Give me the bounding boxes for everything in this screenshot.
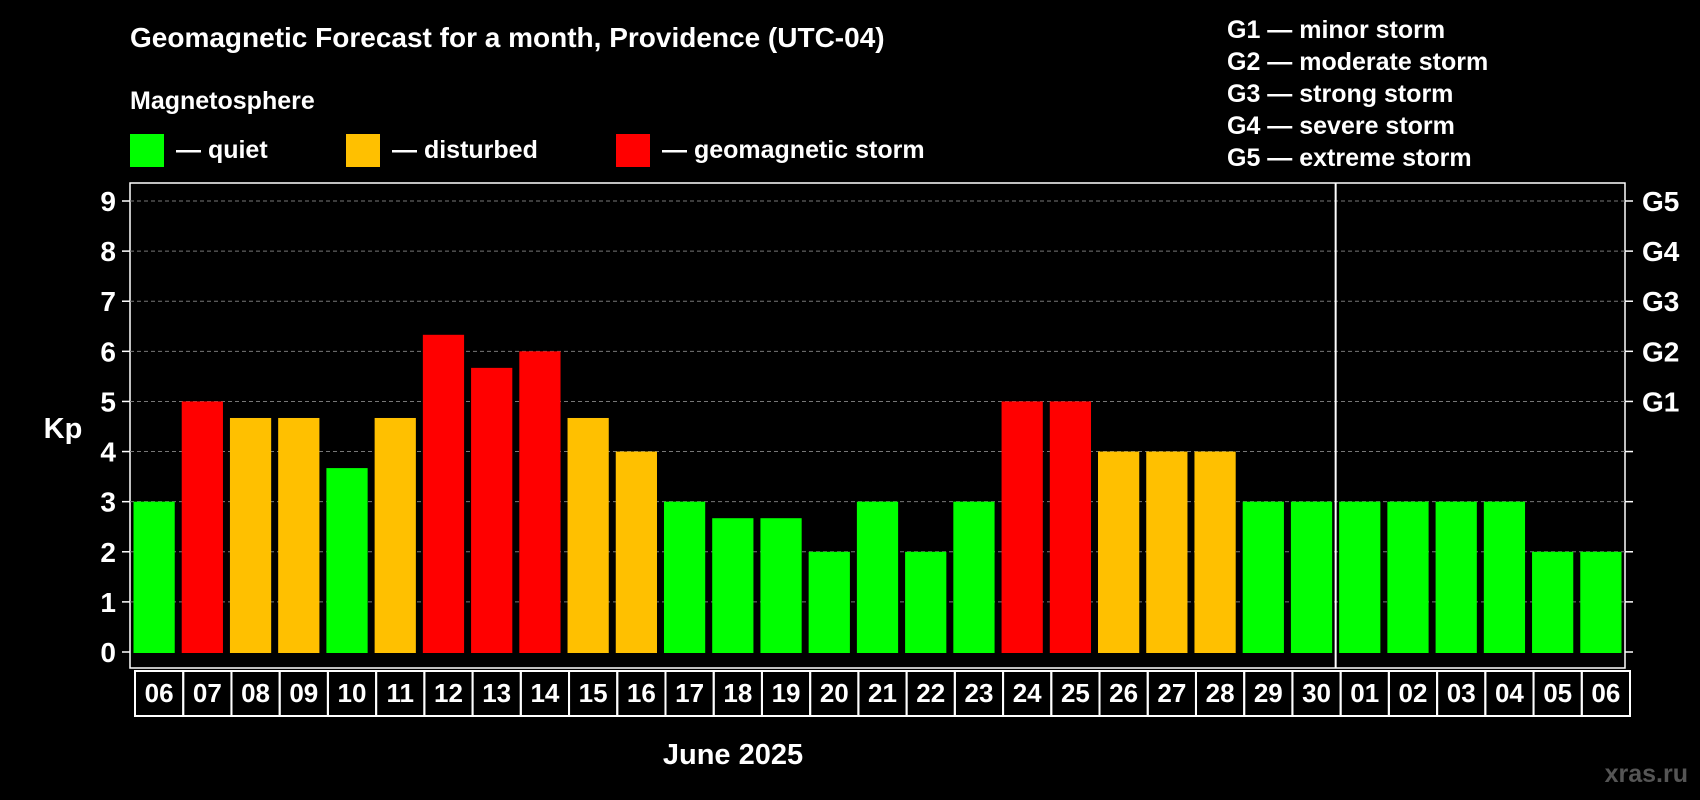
plot-frame [129, 182, 1626, 669]
x-tick-label-1: 07 [193, 678, 222, 708]
x-tick-label-4: 10 [338, 678, 367, 708]
x-tick-label-2: 08 [241, 678, 270, 708]
bar-25 [1339, 501, 1381, 653]
legend-swatch-1 [346, 134, 380, 167]
x-tick-label-10: 16 [627, 678, 656, 708]
x-tick-label-8: 14 [530, 678, 559, 708]
x-tick-label-12: 18 [723, 678, 752, 708]
chart-title: Geomagnetic Forecast for a month, Provid… [130, 22, 885, 53]
x-tick-label-25: 01 [1350, 678, 1379, 708]
bar-10 [615, 451, 657, 653]
y-tick-label-8: 8 [100, 236, 116, 267]
right-axis-label-g4: G4 [1642, 236, 1680, 267]
legend-label-2: — geomagnetic storm [662, 136, 925, 164]
y-tick-label-7: 7 [100, 286, 116, 317]
bar-11 [663, 501, 706, 653]
bar-8 [519, 351, 561, 653]
bar-16 [905, 551, 947, 653]
y-tick-label-3: 3 [100, 487, 116, 518]
bar-12 [712, 518, 754, 653]
bar-3 [278, 417, 320, 653]
x-tick-label-11: 17 [675, 678, 704, 708]
bar-2 [229, 417, 272, 653]
legend-heading: Magnetosphere [130, 87, 315, 115]
x-tick-label-3: 09 [289, 678, 318, 708]
bar-26 [1387, 501, 1429, 653]
bar-24 [1290, 501, 1333, 653]
legend-swatch-2 [616, 134, 650, 167]
bar-14 [808, 551, 850, 653]
x-tick-label-18: 24 [1013, 678, 1042, 708]
bar-20 [1098, 451, 1140, 653]
bar-1 [181, 401, 223, 653]
storm-scale-legend: G1 — minor storm G2 — moderate storm G3 — … [1227, 16, 1488, 172]
y-tick-label-4: 4 [100, 437, 116, 468]
x-tick-label-17: 23 [964, 678, 993, 708]
y-tick-label-1: 1 [100, 587, 116, 618]
storm-scale-item-3: G4 — severe storm [1227, 112, 1455, 140]
x-tick-label-26: 02 [1399, 678, 1428, 708]
bar-29 [1532, 551, 1574, 653]
y-tick-label-6: 6 [100, 336, 116, 367]
right-axis-label-g2: G2 [1642, 336, 1679, 367]
bar-19 [1049, 401, 1092, 653]
bar-27 [1435, 501, 1477, 653]
x-tick-label-20: 26 [1109, 678, 1138, 708]
storm-scale-item-4: G5 — extreme storm [1227, 144, 1472, 172]
x-tick-label-5: 11 [386, 678, 414, 708]
x-tick-label-13: 19 [772, 678, 801, 708]
bar-28 [1483, 501, 1526, 653]
x-tick-label-7: 13 [482, 678, 511, 708]
bar-7 [471, 367, 513, 653]
x-tick-label-16: 22 [916, 678, 945, 708]
right-axis-label-g3: G3 [1642, 286, 1679, 317]
x-tick-label-23: 29 [1254, 678, 1283, 708]
x-tick-label-15: 21 [868, 678, 897, 708]
x-tick-label-29: 05 [1543, 678, 1572, 708]
bar-30 [1580, 551, 1622, 653]
bar-9 [567, 417, 609, 653]
storm-scale-item-1: G2 — moderate storm [1227, 48, 1488, 76]
x-tick-label-0: 06 [145, 678, 174, 708]
storm-scale-item-2: G3 — strong storm [1227, 80, 1453, 108]
x-axis-label: June 2025 [663, 739, 803, 771]
legend-label-0: — quiet [176, 136, 268, 164]
bar-21 [1146, 451, 1188, 653]
y-tick-label-2: 2 [100, 537, 116, 568]
bar-6 [422, 334, 465, 653]
legend-swatch-0 [130, 134, 164, 167]
legend: — quiet — disturbed — geomagnetic storm [130, 134, 925, 167]
legend-label-1: — disturbed [392, 136, 538, 164]
bar-5 [374, 417, 416, 653]
y-tick-label-9: 9 [100, 186, 116, 217]
x-tick-label-21: 27 [1157, 678, 1186, 708]
x-tick-label-14: 20 [820, 678, 849, 708]
bar-13 [760, 518, 802, 653]
bar-23 [1242, 501, 1284, 653]
bar-17 [953, 501, 995, 653]
y-axis-label: Kp [44, 413, 83, 445]
x-tick-label-24: 30 [1302, 678, 1331, 708]
x-label-box-30 [1580, 670, 1631, 717]
bar-18 [1001, 401, 1043, 653]
x-tick-label-30: 06 [1591, 678, 1620, 708]
y-tick-label-5: 5 [100, 386, 116, 417]
x-tick-label-6: 12 [434, 678, 463, 708]
y-tick-label-0: 0 [100, 637, 116, 668]
x-tick-label-27: 03 [1447, 678, 1476, 708]
watermark: xras.ru [1605, 760, 1688, 788]
x-tick-label-19: 25 [1061, 678, 1090, 708]
x-tick-label-9: 15 [579, 678, 608, 708]
bar-15 [856, 501, 899, 653]
right-axis-label-g1: G1 [1642, 386, 1679, 417]
bar-0 [133, 501, 175, 653]
right-axis-label-g5: G5 [1642, 186, 1679, 217]
bar-4 [326, 468, 368, 653]
bar-22 [1194, 451, 1236, 653]
storm-scale-item-0: G1 — minor storm [1227, 16, 1445, 44]
x-tick-label-22: 28 [1206, 678, 1235, 708]
x-tick-label-28: 04 [1495, 678, 1524, 708]
